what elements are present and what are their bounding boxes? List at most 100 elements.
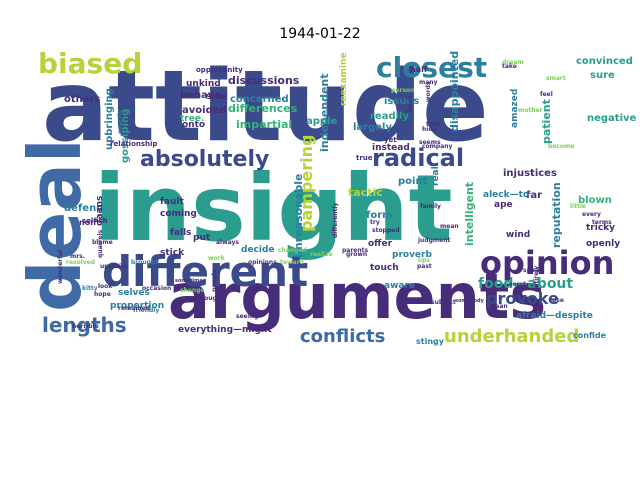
word-decide: decide bbox=[241, 245, 275, 255]
word-family: family bbox=[420, 203, 441, 210]
word-aleck-to: aleck—to bbox=[483, 190, 529, 200]
word-past: past bbox=[417, 263, 432, 270]
word-opportunity: opportunity bbox=[196, 66, 243, 74]
word-smart: smart bbox=[546, 75, 566, 82]
word-proverb: proverb bbox=[392, 250, 432, 260]
word-onto: onto bbox=[182, 120, 205, 130]
word-selves: selves bbox=[118, 288, 150, 298]
word-aware: aware bbox=[384, 281, 415, 291]
word-arguments: arguments bbox=[168, 260, 546, 333]
word-insight: insight bbox=[94, 155, 453, 262]
word-friendly: friendly bbox=[133, 307, 159, 314]
word-sure: sure bbox=[590, 70, 615, 81]
word-occasion: occasion bbox=[142, 285, 171, 292]
word-issues: issues bbox=[384, 96, 419, 107]
word-quarrels: quarrels bbox=[97, 229, 104, 258]
word-realize: realize bbox=[310, 251, 333, 258]
word-real: real bbox=[431, 166, 441, 186]
word-absolutely: absolutely bbox=[140, 147, 269, 172]
word-subject: subject bbox=[431, 299, 456, 306]
word-people: people bbox=[211, 269, 218, 292]
word-entirely: entirely bbox=[533, 266, 540, 292]
word-largely: largely bbox=[353, 122, 392, 133]
word-seems: seems bbox=[419, 139, 441, 146]
word-parents: parents bbox=[342, 247, 369, 254]
word-everything-might: everything—might bbox=[178, 325, 272, 335]
word-afraid-despite: afraid—despite bbox=[516, 311, 593, 321]
word-offer: offer bbox=[368, 239, 393, 249]
word-turn: turn bbox=[426, 121, 440, 128]
word-true: true bbox=[356, 154, 373, 162]
word-opinion: opinion bbox=[480, 244, 614, 282]
word-closest: closest bbox=[376, 51, 487, 84]
word-proportion: proportion bbox=[110, 301, 164, 311]
word-behave: behave bbox=[180, 90, 221, 101]
word-lips: lips bbox=[418, 257, 430, 264]
word-far: far bbox=[526, 190, 542, 201]
word-changed: changed bbox=[278, 247, 307, 254]
word-amazed: amazed bbox=[510, 89, 520, 128]
word-avoided: avoided bbox=[182, 105, 227, 116]
word-take: take bbox=[502, 63, 517, 70]
word-confide: confide bbox=[573, 331, 607, 340]
word-concerned: concerned bbox=[230, 94, 289, 105]
word-fault: fault bbox=[160, 197, 184, 207]
word-little: little bbox=[570, 203, 586, 210]
word-impartial: impartial bbox=[236, 118, 292, 131]
word-seeing: seeing bbox=[236, 313, 258, 320]
word-form: form bbox=[366, 210, 393, 221]
word-selfish: selfish bbox=[82, 217, 108, 225]
word-stopped: stopped bbox=[372, 227, 400, 234]
word-feel: feel bbox=[540, 91, 553, 98]
word-upstairs: upstairs bbox=[100, 263, 128, 270]
word-use: use bbox=[552, 297, 564, 304]
word-remained: remained bbox=[118, 305, 150, 312]
word-side: side bbox=[206, 92, 227, 102]
word-kitty: kitty bbox=[82, 285, 98, 292]
word-tactic: tactic bbox=[348, 186, 383, 199]
word-daan: daan bbox=[491, 303, 508, 310]
word-wind: wind bbox=[506, 230, 530, 240]
word-hope: hope bbox=[94, 291, 111, 298]
word-daans: daans bbox=[95, 196, 105, 226]
word-deal: deal bbox=[13, 138, 97, 312]
word-change: change bbox=[180, 287, 205, 294]
word-sometimes: sometimes bbox=[175, 278, 206, 284]
word-gossiping: gossiping bbox=[120, 109, 131, 163]
word-speak: speak bbox=[523, 267, 544, 274]
word-conflicts: conflicts bbox=[300, 326, 385, 347]
word-exactly: exactly bbox=[117, 110, 124, 134]
word-independent: independent bbox=[318, 73, 331, 152]
word-brought: brought bbox=[131, 259, 158, 266]
word-non: non bbox=[79, 218, 96, 227]
word-blame: blame bbox=[92, 239, 113, 246]
word-ape: ape bbox=[494, 200, 513, 210]
word-negative: negative bbox=[587, 113, 637, 124]
word-touch: touch bbox=[370, 263, 399, 273]
word-put: put bbox=[193, 233, 211, 243]
word-others: others bbox=[64, 94, 100, 105]
word-tricky: tricky bbox=[586, 223, 615, 233]
word-unreasonable: unreasonable bbox=[292, 174, 305, 258]
word-different: different bbox=[102, 247, 308, 296]
word-words: words bbox=[425, 81, 432, 102]
word-terms: terms bbox=[592, 219, 612, 226]
word-defend: defend bbox=[64, 203, 103, 214]
word-disappointed: disappointed bbox=[448, 51, 461, 132]
word-toward: toward bbox=[280, 259, 304, 266]
word-differences: differences bbox=[228, 102, 298, 115]
word-falls: falls bbox=[170, 228, 192, 238]
word-resolved: resolved bbox=[66, 259, 95, 266]
word-though: though bbox=[197, 295, 221, 302]
word-hide: hide bbox=[422, 126, 437, 133]
word-intelligent: intelligent bbox=[463, 182, 476, 246]
word-instead: instead bbox=[372, 143, 410, 153]
word-horrible: horrible bbox=[72, 323, 99, 330]
word-stingy: stingy bbox=[416, 337, 445, 346]
word-upbringing: upbringing bbox=[104, 88, 115, 150]
word-try: try bbox=[370, 219, 380, 226]
word-readily: readily bbox=[370, 111, 409, 122]
word-every: every bbox=[582, 211, 601, 218]
word-unkind: unkind bbox=[186, 79, 221, 89]
